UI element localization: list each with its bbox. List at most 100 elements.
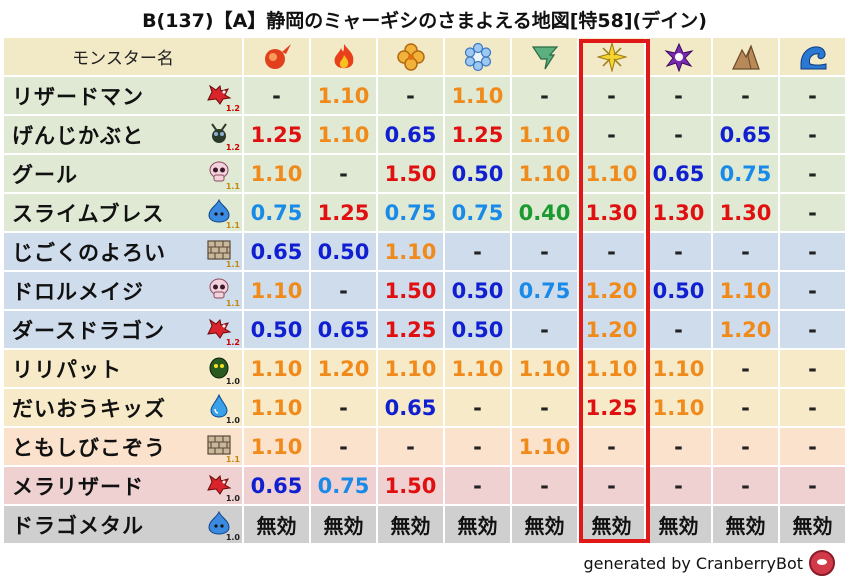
resistance-value: 0.75 [311,467,378,506]
resistance-value: - [713,233,780,272]
monster-name-cell: だいおうキッズ 1.0 [4,389,244,428]
monster-name-cell: メラリザード 1.0 [4,467,244,506]
resistance-value: 1.30 [713,194,780,233]
resistance-value: - [445,467,512,506]
monster-level: 1.1 [225,260,240,269]
resistance-value: - [311,389,378,428]
table-row: ともしびこぞう 1.1 1.10- - -1.10- - - - [4,428,847,467]
resistance-value: - [646,233,713,272]
resistance-value: 1.10 [512,428,579,467]
skull-icon [206,276,232,302]
resistance-value: 1.20 [311,350,378,389]
resistance-value: - [780,155,847,194]
resistance-value: 0.65 [646,155,713,194]
resistance-value: 1.10 [579,350,646,389]
resistance-value: - [445,233,512,272]
beetle-icon [206,120,232,146]
monster-name-cell: げんじかぶと 1.2 [4,116,244,155]
resistance-value: 1.10 [512,350,579,389]
ice-flower-icon [445,38,512,77]
resistance-value: 1.10 [244,350,311,389]
rock-icon [713,38,780,77]
resistance-value: 1.50 [378,467,445,506]
table-row: だいおうキッズ 1.0 1.10-0.65- -1.25 1.10- - [4,389,847,428]
resistance-value: 0.50 [646,272,713,311]
brick-icon [206,432,232,458]
resistance-value: 無効 [512,506,579,545]
resistance-value: - [646,467,713,506]
slime-icon [206,510,232,536]
monster-name-cell: ドラゴメタル 1.0 [4,506,244,545]
resistance-value: 1.10 [579,155,646,194]
resistance-value: 1.30 [579,194,646,233]
resistance-value: 1.25 [311,194,378,233]
resistance-value: - [780,194,847,233]
resistance-value: 0.75 [244,194,311,233]
resistance-value: 1.20 [579,311,646,350]
resistance-value: 1.10 [244,155,311,194]
resistance-value: 無効 [244,506,311,545]
table-row: ダースドラゴン 1.2 0.50 0.65 1.25 0.50-1.20-1.20- [4,311,847,350]
slime-icon [206,198,232,224]
resistance-value: - [780,311,847,350]
table-row: メラリザード 1.0 0.65 0.75 1.50- - - - - - [4,467,847,506]
resistance-value: 1.10 [646,350,713,389]
monster-name-cell: ダースドラゴン 1.2 [4,311,244,350]
table-row: じごくのよろい 1.1 0.65 0.50 1.10- - - - - - [4,233,847,272]
resistance-value: 1.10 [311,77,378,116]
resistance-value: - [780,272,847,311]
monster-name-cell: グール 1.1 [4,155,244,194]
monster-level: 1.0 [225,533,240,542]
table-row: リザードマン 1.2-1.10-1.10- - - - - [4,77,847,116]
monster-name: グール [12,162,78,187]
resistance-value: 1.30 [646,194,713,233]
resistance-value: 1.10 [244,428,311,467]
resistance-value: 1.10 [646,389,713,428]
resistance-value: - [579,116,646,155]
monster-name: リザードマン [12,84,144,109]
resistance-value: - [378,77,445,116]
resistance-value: 1.10 [445,77,512,116]
resistance-value: - [713,389,780,428]
monster-name-cell: スライムブレス 1.1 [4,194,244,233]
monster-name-cell: じごくのよろい 1.1 [4,233,244,272]
resistance-value: 0.65 [311,311,378,350]
resistance-value: - [579,233,646,272]
resistance-value: 無効 [378,506,445,545]
resistance-value: - [780,389,847,428]
resistance-value: 0.50 [445,272,512,311]
resistance-value: 0.65 [713,116,780,155]
resistance-value: 1.10 [378,233,445,272]
resistance-value: 0.75 [378,194,445,233]
resistance-value: - [378,428,445,467]
monster-level: 1.1 [225,455,240,464]
monster-level: 1.0 [225,494,240,503]
page-title: B(137)【A】静岡のミャーギシのさまよえる地図[特58](デイン) [142,9,707,32]
resistance-value: 1.10 [512,116,579,155]
tornado-icon [512,38,579,77]
monster-name: ドロルメイジ [12,279,144,304]
resistance-value: 0.65 [378,389,445,428]
resistance-value: 1.10 [512,155,579,194]
resistance-value: 0.50 [445,311,512,350]
table-row: グール 1.1 1.10-1.50 0.50 1.10 1.10 0.65 0.75- [4,155,847,194]
resistance-value: 1.50 [378,155,445,194]
resistance-value: - [579,467,646,506]
light-icon [579,38,646,77]
brick-icon [206,237,232,263]
monster-name: リリパット [12,357,122,382]
monster-name-header: モンスター名 [4,38,244,77]
monster-name-cell: ドロルメイジ 1.1 [4,272,244,311]
resistance-value: 0.50 [244,311,311,350]
table-row: リリパット 1.0 1.10 1.20 1.10 1.10 1.10 1.10 1.10- - [4,350,847,389]
table-header-row: モンスター名 [4,38,847,77]
resistance-value: 無効 [445,506,512,545]
resistance-value: 0.65 [378,116,445,155]
resistance-value: - [713,467,780,506]
resistance-value: 0.65 [244,233,311,272]
resistance-value: - [713,77,780,116]
resistance-value: 無効 [579,506,646,545]
resistance-value: - [512,467,579,506]
resistance-value: - [579,428,646,467]
resistance-table: モンスター名 リザードマン 1.2-1.10-1.10- - - - - げんじかぶと 1.2… [4,38,847,545]
